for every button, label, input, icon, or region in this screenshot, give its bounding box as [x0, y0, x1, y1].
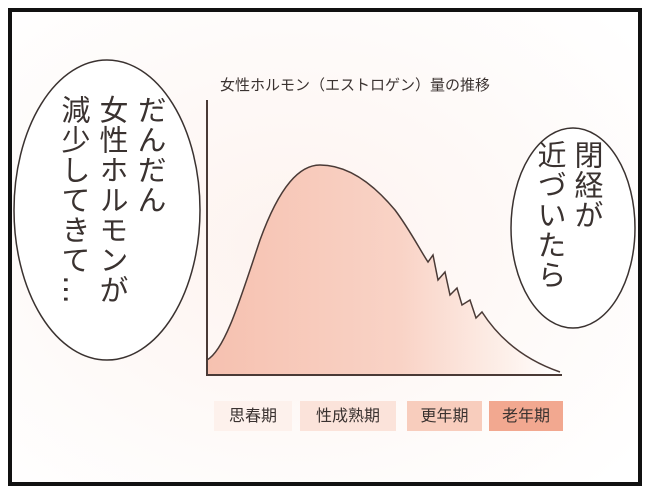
- stage-box: [407, 401, 482, 431]
- speech-line: 女性ホルモンが: [95, 95, 129, 305]
- hormone-area: [207, 165, 560, 375]
- stage-box: [214, 401, 292, 431]
- stage-label: 思春期: [228, 406, 277, 425]
- speech-line: だんだん: [133, 95, 167, 215]
- stage-box: [300, 401, 396, 431]
- stage-label: 老年期: [501, 406, 550, 425]
- stage-box: [489, 401, 563, 431]
- speech-line: 閉経が: [570, 140, 604, 230]
- speech-line: 減少してきて…: [57, 95, 91, 305]
- speech-bubble: [13, 59, 201, 361]
- stage-label: 更年期: [420, 406, 469, 425]
- speech-bubble: [510, 127, 636, 329]
- hormone-curve: [206, 164, 561, 373]
- speech-line: 近づいたら: [533, 140, 567, 290]
- chart-title: 女性ホルモン（エストロゲン）量の推移: [220, 76, 491, 94]
- stage-label: 性成熟期: [315, 406, 380, 425]
